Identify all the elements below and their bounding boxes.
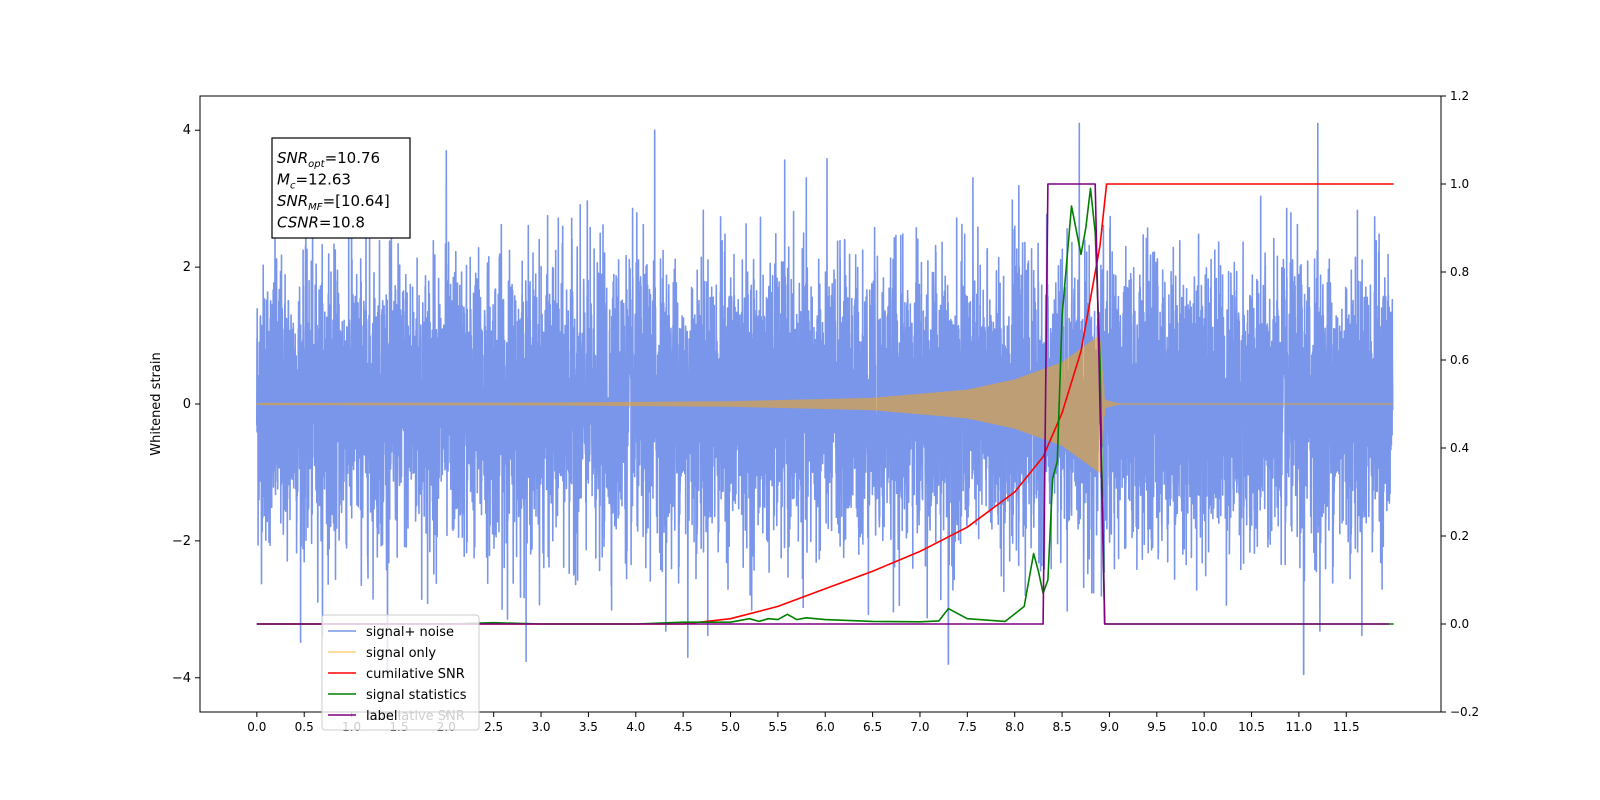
annotation-symbol: SNR	[277, 149, 308, 167]
x-tick-label: 5.5	[768, 720, 787, 734]
legend-label-signal-only: signal only	[366, 646, 436, 661]
x-tick-label: 8.5	[1053, 720, 1072, 734]
x-tick-label: 11.0	[1286, 720, 1313, 734]
legend-label-cumilative-snr: cumilative SNR	[366, 667, 465, 682]
series-line-label	[256, 183, 1389, 625]
annotation-symbol: CSNR	[277, 214, 319, 232]
y-axis-label: Whitened strain	[149, 352, 164, 455]
annotation-line: SNRMF=[10.64]	[277, 192, 390, 213]
x-tick-label: 0.5	[295, 720, 314, 734]
y-axis-right: −0.2 0.0 0.2 0.4 0.6 0.8 1.0 1.2	[1441, 89, 1479, 719]
x-tick-label: 8.0	[1005, 720, 1024, 734]
annotation-line: SNRopt=10.76	[277, 149, 380, 170]
right-y-tick-label: 0.8	[1450, 265, 1469, 279]
annotation-value: =12.63	[295, 171, 351, 189]
right-y-tick-label: 1.0	[1450, 177, 1469, 191]
legend-ghost-text: cumilative SNR	[366, 709, 465, 724]
right-y-tick-label: 1.2	[1450, 89, 1469, 103]
series-line-signal-only	[256, 335, 1393, 474]
series-line-signal-noise	[256, 122, 1394, 676]
right-y-tick-label: 0.2	[1450, 529, 1469, 543]
x-axis: 0.00.51.01.52.02.53.03.54.04.55.05.56.06…	[247, 712, 1360, 734]
left-y-tick-label: −2	[172, 534, 191, 549]
x-tick-label: 6.0	[816, 720, 835, 734]
annotation-value: =10.8	[319, 214, 365, 232]
x-tick-label: 11.5	[1333, 720, 1360, 734]
x-tick-label: 3.5	[579, 720, 598, 734]
annotation-frame	[271, 137, 411, 239]
legend-label-label: label	[366, 709, 397, 724]
x-tick-label: 7.0	[910, 720, 929, 734]
annotation-subscript: opt	[308, 159, 325, 170]
x-tick-label: 3.0	[531, 720, 550, 734]
stats-annotation-box: SNRopt=10.76Mc=12.63SNRMF=[10.64]CSNR=10…	[271, 137, 411, 239]
left-y-tick-label: 2	[183, 260, 191, 275]
x-tick-label: 4.5	[674, 720, 693, 734]
x-tick-label: 10.5	[1238, 720, 1265, 734]
x-tick-label: 5.0	[721, 720, 740, 734]
right-y-tick-label: 0.6	[1450, 353, 1469, 367]
x-tick-label: 10.0	[1191, 720, 1218, 734]
right-y-tick-label: 0.4	[1450, 441, 1469, 455]
legend-label-signal-statistics: signal statistics	[366, 688, 467, 703]
x-tick-label: 7.5	[958, 720, 977, 734]
annotation-symbol: M	[277, 171, 290, 189]
annotation-subscript: c	[290, 181, 296, 192]
x-tick-label: 2.5	[484, 720, 503, 734]
annotation-subscript: MF	[308, 202, 323, 213]
x-tick-label: 9.0	[1100, 720, 1119, 734]
annotation-line: CSNR=10.8	[277, 214, 365, 232]
series-line-cumilative-snr	[256, 183, 1394, 625]
annotation-symbol: SNR	[277, 192, 308, 210]
legend: cumilative SNR signal+ noise signal only cu…	[321, 614, 480, 731]
left-y-tick-label: 4	[183, 123, 191, 138]
x-tick-label: 0.0	[247, 720, 266, 734]
x-tick-label: 6.5	[863, 720, 882, 734]
right-y-tick-label: 0.0	[1450, 617, 1469, 631]
right-y-tick-label: −0.2	[1450, 705, 1479, 719]
annotation-line: Mc=12.63	[277, 171, 351, 192]
legend-label-signal-noise: signal+ noise	[366, 625, 454, 640]
x-tick-label: 4.0	[626, 720, 645, 734]
x-tick-label: 9.5	[1147, 720, 1166, 734]
legend-frame	[321, 614, 480, 731]
series-line-signal-statistics	[256, 187, 1394, 625]
left-y-tick-label: −4	[172, 671, 191, 686]
left-y-tick-label: 0	[183, 397, 191, 412]
annotation-value: =[10.64]	[323, 192, 390, 210]
annotation-value: =10.76	[325, 149, 381, 167]
y-axis-left: −4 −2 0 2 4	[172, 123, 200, 686]
series-layer	[256, 122, 1394, 676]
